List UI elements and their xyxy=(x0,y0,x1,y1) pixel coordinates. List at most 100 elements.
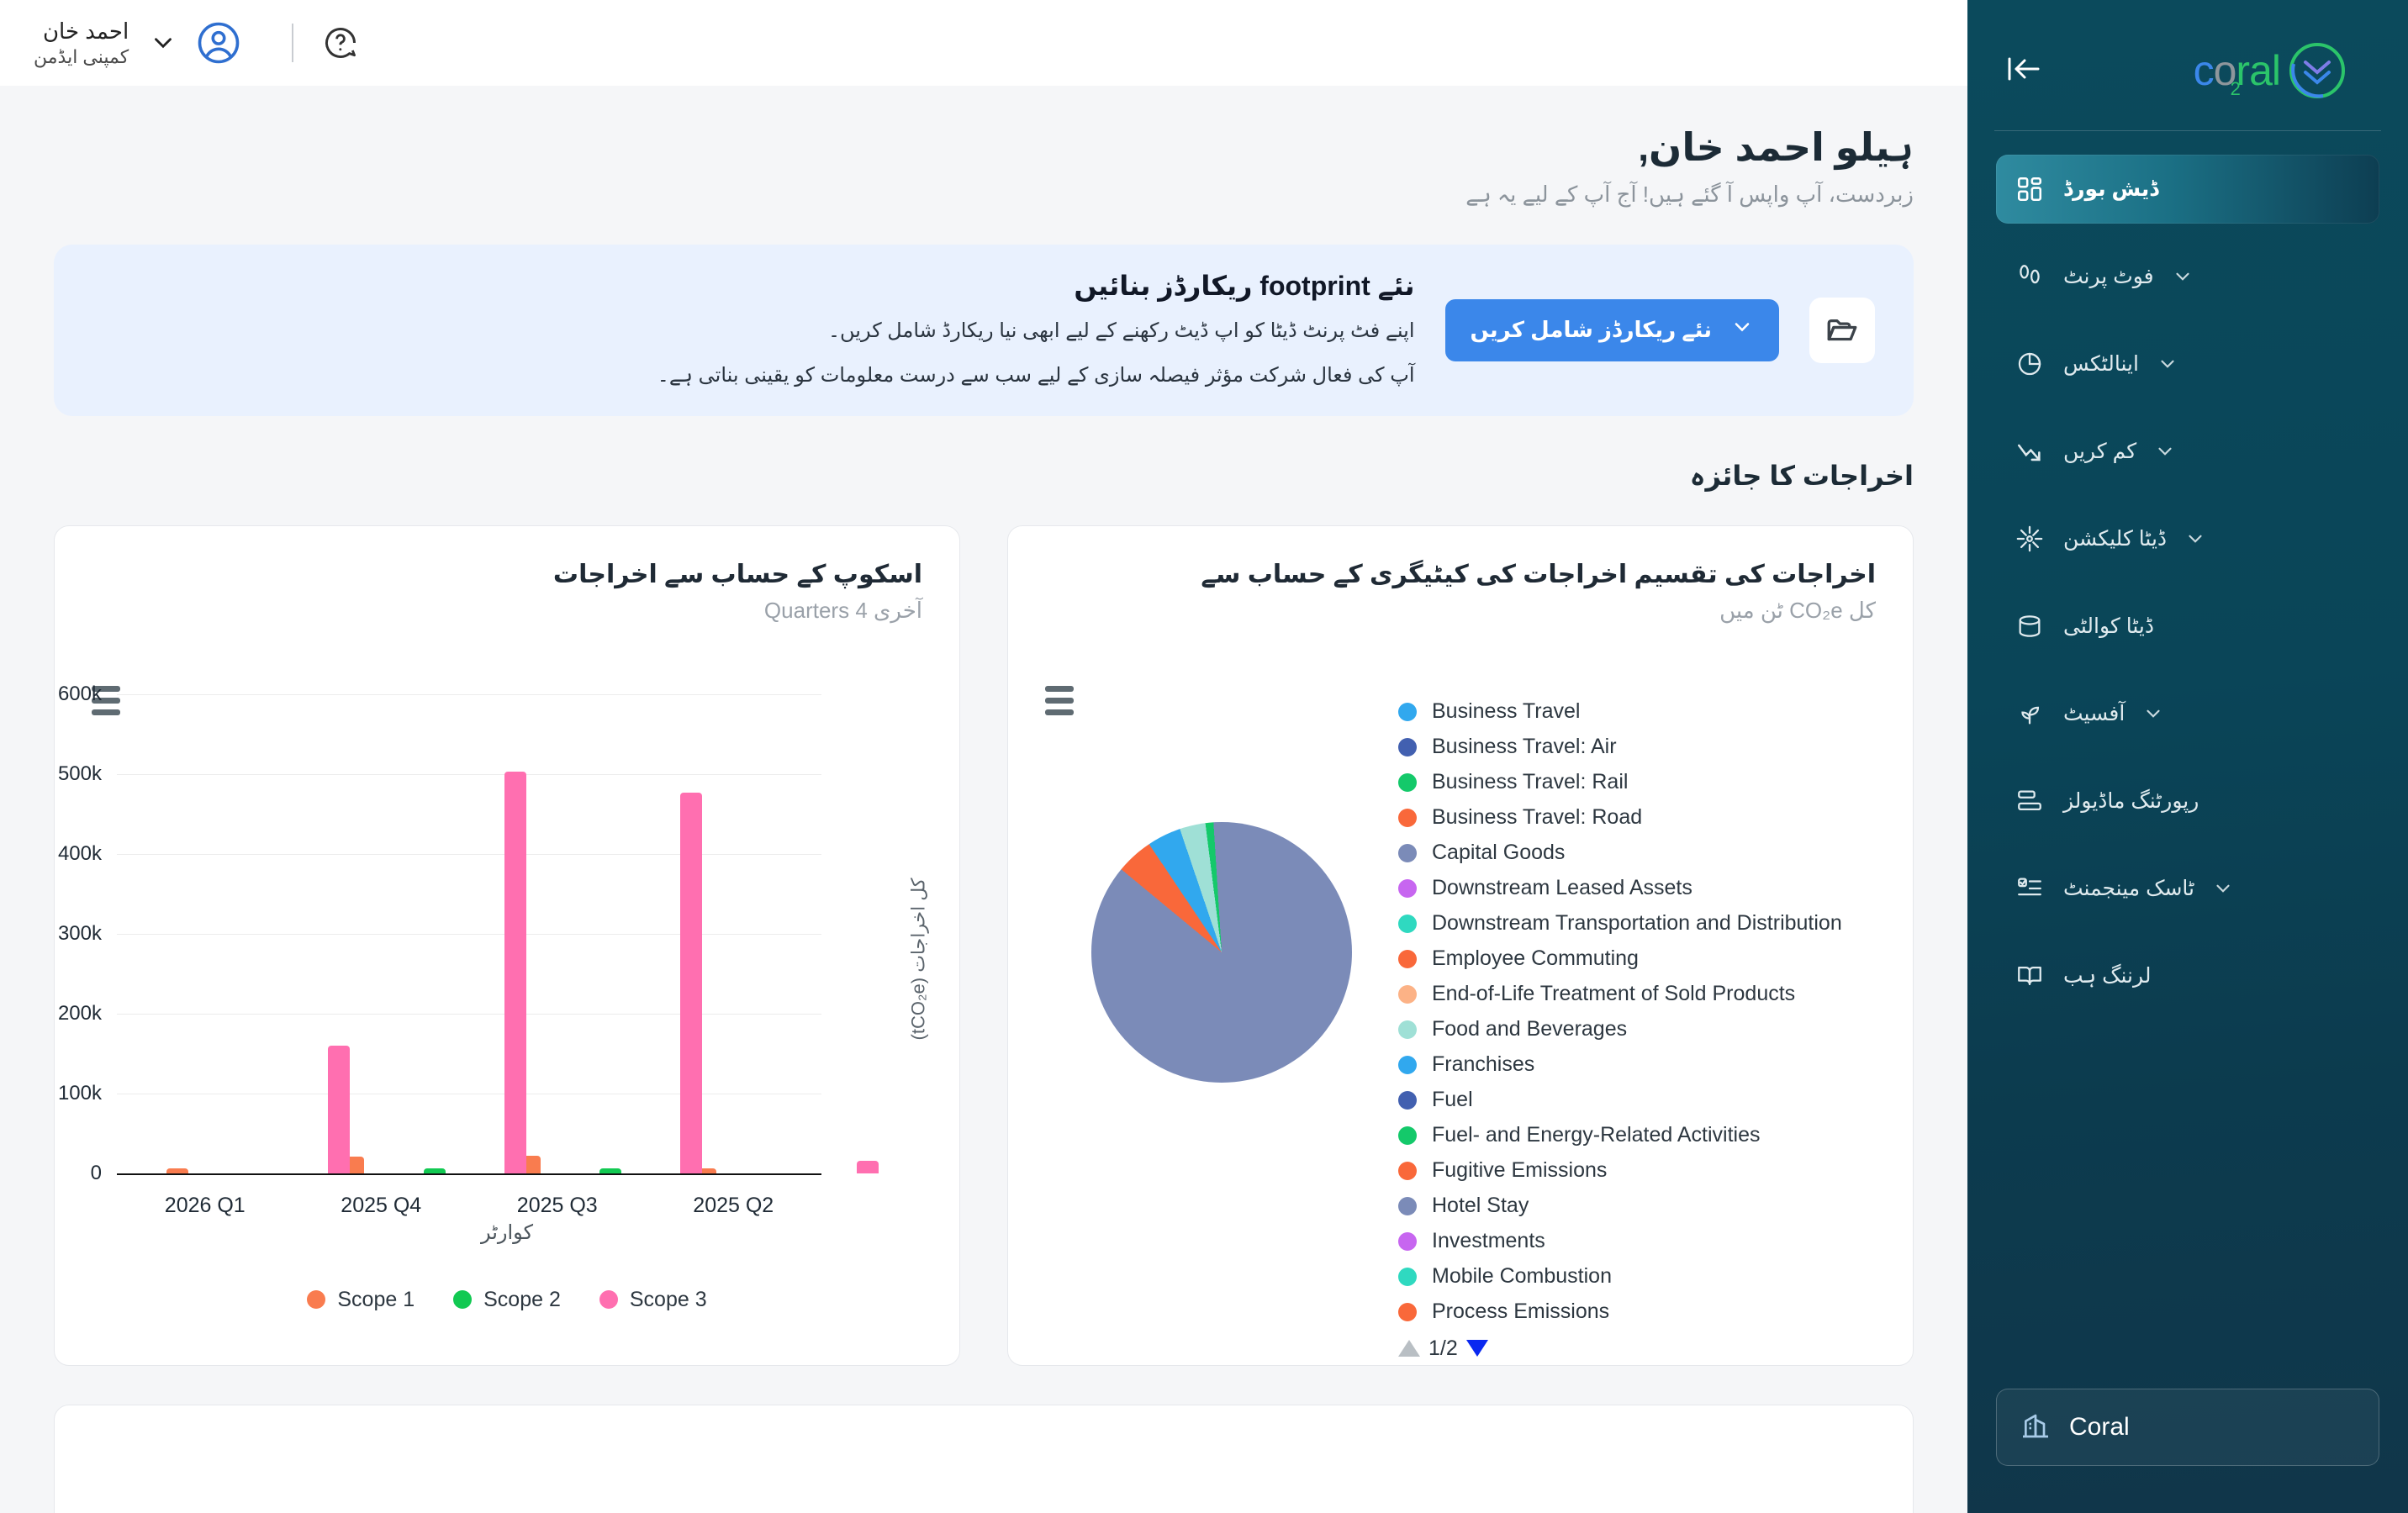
sidebar-item-data-collection[interactable]: ڈیٹا کلیکشن xyxy=(1996,504,2379,573)
chevron-down-icon[interactable] xyxy=(2153,440,2177,463)
x-axis-tick: 2026 Q1 xyxy=(164,1193,246,1217)
collapse-sidebar-icon[interactable] xyxy=(2004,52,2043,86)
sidebar-item-label: آفسیٹ xyxy=(2063,702,2125,725)
banner-line-2: آپ کی فعال شرکت مؤثر فیصلہ سازی کے لیے س… xyxy=(657,363,1415,387)
logo-subscript: 2 xyxy=(2230,78,2241,99)
sidebar-item-reporting-modules[interactable]: رپورٹنگ ماڈیولز xyxy=(1996,767,2379,836)
legend-color-dot xyxy=(1398,878,1417,898)
chevron-down-icon[interactable] xyxy=(2171,265,2194,288)
sidebar-item-label: ڈیٹا کوالٹی xyxy=(2063,614,2154,638)
bar-scope-1[interactable] xyxy=(694,1168,717,1173)
building-icon xyxy=(2019,1407,2052,1447)
sidebar: coral 2 ڈیش بورڈ فوٹ پرنٹ xyxy=(1967,0,2408,1513)
legend-color-dot xyxy=(1398,1161,1417,1180)
legend-item[interactable]: Business Travel: Air xyxy=(1398,730,1876,765)
legend-item[interactable]: Food and Beverages xyxy=(1398,1012,1876,1047)
pie-graphic xyxy=(1091,821,1352,1083)
user-menu[interactable]: احمد خان کمپنی ایڈمن xyxy=(34,18,196,68)
y-axis-tick: 400k xyxy=(57,841,102,865)
chevron-down-icon[interactable] xyxy=(2211,877,2235,900)
help-chat-icon[interactable] xyxy=(322,24,359,61)
chevron-down-icon[interactable] xyxy=(2156,352,2179,376)
legend-item[interactable]: Downstream Leased Assets xyxy=(1398,871,1876,906)
topbar: احمد خان کمپنی ایڈمن xyxy=(0,0,1967,87)
charts-row: اسکوپ کے حساب سے اخراجات آخری 4 Quarters… xyxy=(54,525,1914,1366)
legend-item[interactable]: Investments xyxy=(1398,1224,1876,1259)
legend-item[interactable]: Scope 1 xyxy=(307,1288,415,1312)
legend-label: Investments xyxy=(1432,1229,1545,1253)
legend-item[interactable]: Hotel Stay xyxy=(1398,1189,1876,1224)
chevron-down-icon[interactable] xyxy=(149,29,177,57)
gridline xyxy=(117,1013,821,1015)
sidebar-item-reduce[interactable]: کم کریں xyxy=(1996,417,2379,486)
sidebar-item-offset[interactable]: آفسیٹ xyxy=(1996,679,2379,748)
card-title: اسکوپ کے حساب سے اخراجات xyxy=(552,560,922,588)
sidebar-header: coral 2 xyxy=(1967,0,2408,130)
logo-letter-c: c xyxy=(2193,47,2215,94)
bar-scope-2[interactable] xyxy=(599,1168,622,1173)
page-content: ہیلو احمد خان, زبردست، آپ واپس آ گئے ہیں… xyxy=(0,86,1967,1513)
hamburger-menu-icon[interactable] xyxy=(92,685,120,721)
legend-item[interactable]: Fuel xyxy=(1398,1083,1876,1118)
legend-item[interactable]: Capital Goods xyxy=(1398,836,1876,871)
user-circle-icon[interactable] xyxy=(196,20,241,66)
chevron-down-icon[interactable] xyxy=(2184,527,2207,551)
legend-color-dot xyxy=(1398,1055,1417,1074)
bar-scope-3[interactable] xyxy=(504,771,526,1173)
legend-item[interactable]: Downstream Transportation and Distributi… xyxy=(1398,906,1876,941)
legend-label: End-of-Life Treatment of Sold Products xyxy=(1432,982,1796,1006)
legend-item[interactable]: Mobile Combustion xyxy=(1398,1259,1876,1294)
sidebar-item-learning-hub[interactable]: لرننگ ہب xyxy=(1996,941,2379,1010)
bar-chart: 0 100k 200k 300k 400k 500k 600k 2025 Q2 2025 Q3 2… xyxy=(58,683,929,1311)
gridline xyxy=(117,853,821,855)
user-role: کمپنی ایڈمن xyxy=(34,45,129,67)
legend-item[interactable]: End-of-Life Treatment of Sold Products xyxy=(1398,977,1876,1012)
bar-scope-3[interactable] xyxy=(328,1045,351,1173)
y-axis-tick: 600k xyxy=(57,682,102,705)
sprout-icon xyxy=(2013,697,2046,730)
bar-scope-3[interactable] xyxy=(680,792,703,1173)
legend-item[interactable]: Franchises xyxy=(1398,1047,1876,1083)
legend-item[interactable]: Business Travel: Road xyxy=(1398,800,1876,836)
legend-color-dot xyxy=(1398,843,1417,862)
legend-item[interactable]: Business Travel: Rail xyxy=(1398,765,1876,800)
sidebar-item-task-management[interactable]: ٹاسک مینجمنٹ xyxy=(1996,854,2379,923)
chevron-down-icon[interactable] xyxy=(2141,702,2165,725)
legend-label: Fuel- and Energy-Related Activities xyxy=(1432,1123,1761,1147)
legend-item[interactable]: Fugitive Emissions xyxy=(1398,1153,1876,1189)
open-folder-icon[interactable] xyxy=(1809,297,1875,363)
card-subtitle: کل CO₂e ٹن میں xyxy=(1719,597,1876,623)
x-axis-tick: 2025 Q4 xyxy=(341,1193,422,1217)
coral-logo: coral 2 xyxy=(2194,39,2349,103)
hamburger-menu-icon[interactable] xyxy=(1045,685,1074,721)
legend-label: Employee Commuting xyxy=(1432,946,1639,971)
triangle-down-icon[interactable] xyxy=(1465,1340,1488,1357)
bar-group: 2025 Q4 xyxy=(293,694,526,1217)
add-new-records-button[interactable]: نئے ریکارڈز شامل کریں xyxy=(1444,298,1779,361)
grid-icon xyxy=(2013,172,2046,206)
legend-item[interactable]: Employee Commuting xyxy=(1398,941,1876,977)
gridline xyxy=(117,1173,821,1175)
sidebar-footer: Coral xyxy=(1967,1389,2408,1513)
legend-label: Capital Goods xyxy=(1432,841,1566,865)
sidebar-item-analytics[interactable]: اینالٹکس xyxy=(1996,329,2379,398)
legend-label: Scope 3 xyxy=(629,1287,707,1311)
footprint-icon xyxy=(2013,260,2046,293)
legend-color-dot xyxy=(1398,772,1417,792)
sidebar-item-dashboard[interactable]: ڈیش بورڈ xyxy=(1996,155,2379,224)
triangle-up-icon[interactable] xyxy=(1398,1340,1420,1357)
legend-item[interactable]: Business Travel xyxy=(1398,694,1876,730)
sidebar-item-label: لرننگ ہب xyxy=(2063,964,2152,988)
bar-scope-2[interactable] xyxy=(423,1168,446,1173)
legend-item[interactable]: Fuel- and Energy-Related Activities xyxy=(1398,1118,1876,1153)
legend-item[interactable]: Scope 3 xyxy=(599,1288,707,1312)
bar-scope-3[interactable] xyxy=(856,1160,879,1173)
sidebar-item-footprint[interactable]: فوٹ پرنٹ xyxy=(1996,242,2379,311)
sidebar-item-data-quality[interactable]: ڈیٹا کوالٹی xyxy=(1996,592,2379,661)
y-axis-tick: 200k xyxy=(57,1001,102,1025)
bar-scope-1[interactable] xyxy=(166,1168,188,1173)
banner-line-1: اپنے فٹ پرنٹ ڈیٹا کو اپ ڈیٹ رکھنے کے لیے… xyxy=(827,319,1415,343)
legend-item[interactable]: Process Emissions xyxy=(1398,1294,1876,1330)
legend-item[interactable]: Scope 2 xyxy=(453,1288,561,1312)
company-switcher[interactable]: Coral xyxy=(1996,1389,2379,1466)
